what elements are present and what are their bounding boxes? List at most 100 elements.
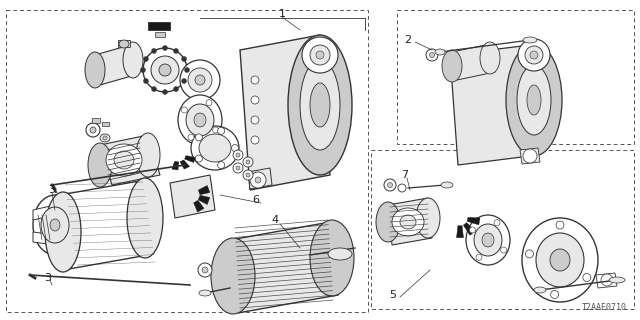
- Ellipse shape: [400, 215, 416, 229]
- Polygon shape: [248, 168, 272, 189]
- Ellipse shape: [525, 250, 534, 258]
- Ellipse shape: [429, 52, 435, 58]
- Ellipse shape: [103, 136, 107, 140]
- Ellipse shape: [173, 48, 179, 53]
- Ellipse shape: [163, 45, 168, 51]
- Ellipse shape: [195, 155, 202, 162]
- Ellipse shape: [141, 68, 145, 73]
- Ellipse shape: [188, 68, 212, 92]
- Ellipse shape: [186, 104, 214, 136]
- Text: 3: 3: [49, 185, 56, 195]
- Ellipse shape: [181, 107, 188, 113]
- Ellipse shape: [88, 143, 112, 187]
- Ellipse shape: [198, 263, 212, 277]
- Text: T2AAE0710: T2AAE0710: [582, 303, 627, 312]
- Polygon shape: [33, 232, 55, 245]
- Ellipse shape: [550, 249, 570, 271]
- Polygon shape: [520, 148, 540, 164]
- Bar: [155, 32, 165, 37]
- Ellipse shape: [136, 133, 160, 177]
- Ellipse shape: [384, 179, 396, 191]
- Ellipse shape: [251, 76, 259, 84]
- Ellipse shape: [523, 37, 537, 43]
- Ellipse shape: [506, 44, 562, 156]
- Ellipse shape: [143, 48, 187, 92]
- Bar: [118, 40, 130, 47]
- Ellipse shape: [466, 215, 510, 265]
- Ellipse shape: [194, 113, 206, 127]
- Polygon shape: [596, 273, 617, 288]
- Text: 3: 3: [45, 273, 51, 283]
- Ellipse shape: [441, 182, 453, 188]
- Ellipse shape: [328, 248, 352, 260]
- Ellipse shape: [233, 150, 243, 160]
- Ellipse shape: [236, 153, 240, 157]
- Ellipse shape: [536, 233, 584, 287]
- Polygon shape: [198, 186, 210, 195]
- Polygon shape: [170, 175, 215, 218]
- Ellipse shape: [243, 170, 253, 180]
- Bar: [6, 10, 368, 312]
- Polygon shape: [230, 222, 338, 313]
- Ellipse shape: [316, 51, 324, 59]
- Ellipse shape: [119, 40, 129, 48]
- Ellipse shape: [152, 86, 157, 92]
- Ellipse shape: [601, 274, 613, 286]
- Ellipse shape: [100, 134, 110, 142]
- Polygon shape: [184, 156, 196, 163]
- Ellipse shape: [143, 78, 148, 84]
- Ellipse shape: [288, 35, 352, 175]
- Ellipse shape: [199, 134, 231, 162]
- Ellipse shape: [494, 220, 500, 226]
- Polygon shape: [194, 200, 204, 212]
- Ellipse shape: [232, 145, 239, 151]
- Ellipse shape: [206, 100, 212, 106]
- Ellipse shape: [527, 85, 541, 115]
- Ellipse shape: [212, 127, 219, 133]
- Ellipse shape: [474, 224, 502, 256]
- Ellipse shape: [45, 192, 81, 272]
- Ellipse shape: [435, 49, 445, 55]
- Ellipse shape: [255, 177, 261, 183]
- Ellipse shape: [609, 277, 625, 283]
- Bar: [102, 122, 109, 126]
- Ellipse shape: [195, 134, 202, 141]
- Ellipse shape: [310, 220, 354, 296]
- Text: 6: 6: [253, 195, 259, 205]
- Ellipse shape: [180, 60, 220, 100]
- Text: 5: 5: [390, 290, 397, 300]
- Ellipse shape: [476, 254, 482, 260]
- Polygon shape: [450, 45, 538, 165]
- Ellipse shape: [246, 160, 250, 164]
- Ellipse shape: [398, 184, 406, 192]
- Ellipse shape: [310, 45, 330, 65]
- Ellipse shape: [250, 172, 266, 188]
- Ellipse shape: [151, 56, 179, 84]
- Ellipse shape: [199, 290, 211, 296]
- Ellipse shape: [114, 151, 134, 169]
- Ellipse shape: [530, 51, 538, 59]
- Bar: [92, 118, 100, 123]
- Polygon shape: [60, 180, 148, 270]
- Ellipse shape: [310, 83, 330, 127]
- Bar: [371, 150, 634, 309]
- Ellipse shape: [426, 49, 438, 61]
- Polygon shape: [463, 223, 476, 235]
- Ellipse shape: [202, 267, 208, 273]
- Ellipse shape: [178, 95, 222, 145]
- Polygon shape: [456, 226, 463, 238]
- Polygon shape: [240, 35, 330, 190]
- Ellipse shape: [556, 221, 564, 229]
- Ellipse shape: [251, 116, 259, 124]
- Ellipse shape: [159, 64, 171, 76]
- Ellipse shape: [85, 52, 105, 88]
- Ellipse shape: [246, 173, 250, 177]
- Ellipse shape: [86, 123, 100, 137]
- Text: 4: 4: [271, 215, 278, 225]
- Ellipse shape: [525, 46, 543, 64]
- Text: 7: 7: [401, 170, 408, 180]
- Ellipse shape: [211, 238, 255, 314]
- Polygon shape: [95, 45, 135, 85]
- Ellipse shape: [236, 166, 240, 170]
- Ellipse shape: [90, 127, 96, 133]
